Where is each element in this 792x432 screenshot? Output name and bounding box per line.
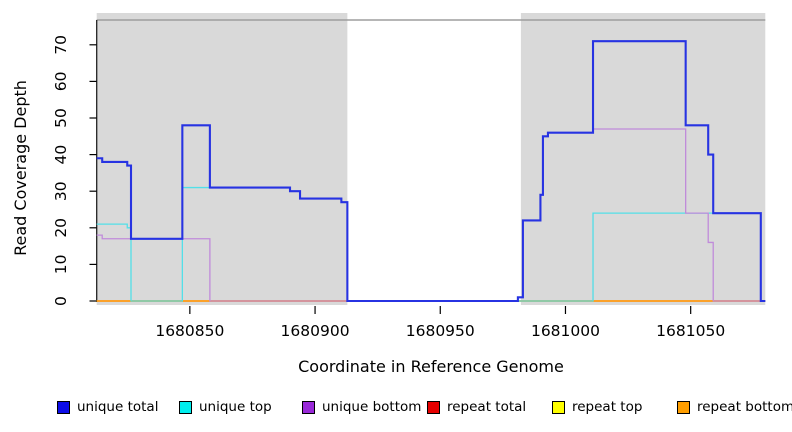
x-axis-title: Coordinate in Reference Genome bbox=[298, 357, 564, 376]
legend-item-repeat-top: repeat top bbox=[552, 399, 642, 415]
legend-label: unique bottom bbox=[322, 399, 422, 415]
legend-label: repeat bottom bbox=[697, 399, 792, 415]
legend: unique total unique top unique bottom repea… bbox=[0, 399, 792, 417]
y-tick-label: 10 bbox=[52, 255, 70, 275]
legend-swatch-unique-total-icon bbox=[57, 400, 70, 414]
legend-label: unique total bbox=[77, 399, 159, 415]
legend-item-unique-bottom: unique bottom bbox=[302, 399, 421, 415]
panel-background-layer bbox=[96, 13, 766, 305]
legend-swatch-unique-top-icon bbox=[179, 400, 192, 414]
y-tick-label: 0 bbox=[52, 296, 70, 306]
y-tick-label: 20 bbox=[52, 218, 70, 238]
y-tick-label: 30 bbox=[52, 181, 70, 201]
legend-item-repeat-total: repeat total bbox=[427, 399, 526, 415]
y-tick-label: 60 bbox=[52, 72, 70, 92]
x-tick-label: 1680950 bbox=[406, 322, 475, 340]
axes-layer: 0 10 20 30 40 50 60 70 1680850 1680900 1680950 1681… bbox=[52, 20, 725, 340]
coverage-chart: 0 10 20 30 40 50 60 70 1680850 1680900 1680950 1681… bbox=[11, 13, 766, 376]
x-tick-label: 1681000 bbox=[531, 322, 600, 340]
y-tick-label: 70 bbox=[52, 35, 70, 55]
legend-label: unique top bbox=[199, 399, 272, 415]
legend-swatch-repeat-top-icon bbox=[552, 400, 565, 414]
legend-label: repeat top bbox=[572, 399, 643, 415]
covered-region-0 bbox=[96, 13, 348, 305]
x-tick-label: 1680900 bbox=[281, 322, 350, 340]
x-tick-label: 1680850 bbox=[155, 322, 224, 340]
covered-region-1 bbox=[520, 13, 766, 305]
legend-swatch-unique-bottom-icon bbox=[302, 400, 315, 414]
legend-item-repeat-bottom: repeat bottom bbox=[677, 399, 792, 415]
series-layer bbox=[96, 40, 766, 303]
legend-swatch-repeat-bottom-icon bbox=[677, 400, 690, 414]
y-tick-label: 40 bbox=[52, 145, 70, 165]
series-line-unique-total bbox=[96, 40, 766, 303]
legend-swatch-repeat-total-icon bbox=[427, 400, 440, 414]
legend-item-unique-total: unique total bbox=[57, 399, 158, 415]
legend-label: repeat total bbox=[447, 399, 527, 415]
y-tick-label: 50 bbox=[52, 108, 70, 128]
x-tick-label: 1681050 bbox=[656, 322, 725, 340]
legend-item-unique-top: unique top bbox=[179, 399, 272, 415]
y-axis-title: Read Coverage Depth bbox=[11, 80, 30, 256]
